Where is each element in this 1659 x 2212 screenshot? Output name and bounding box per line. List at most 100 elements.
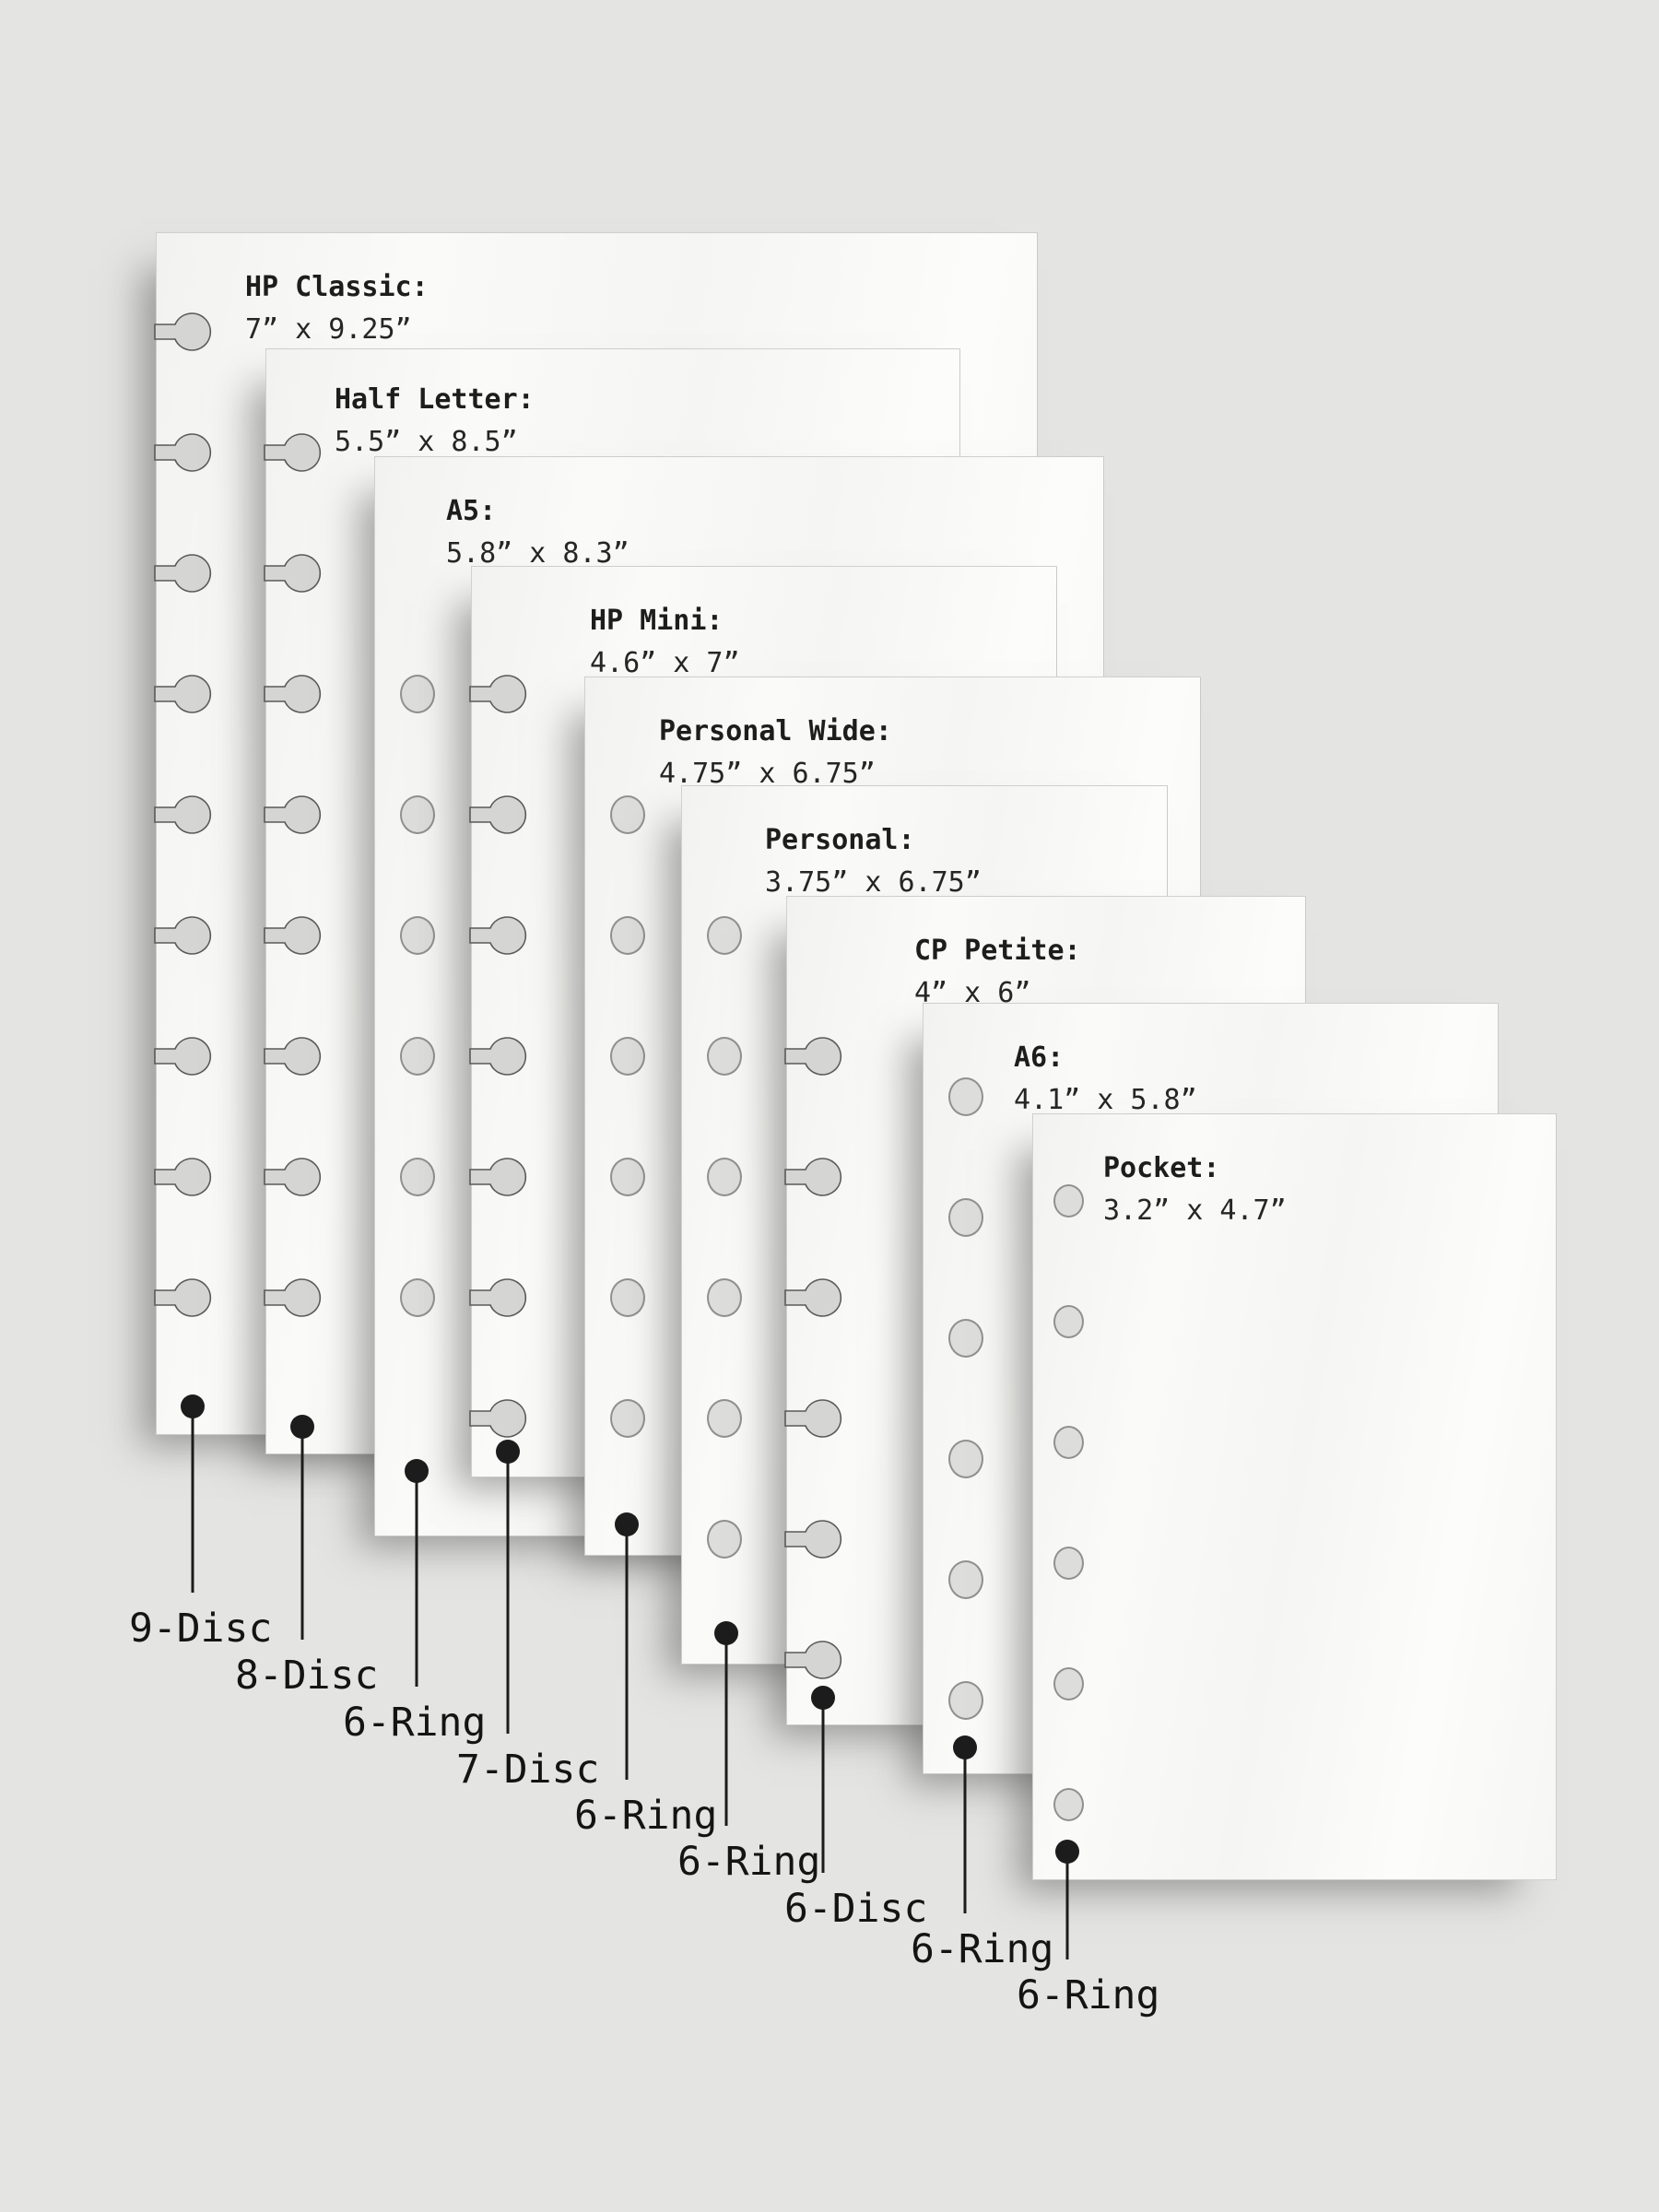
disc-punch-icon — [469, 1037, 527, 1076]
disc-punch-icon — [154, 1158, 212, 1196]
disc-punch-icon — [784, 1520, 842, 1559]
ring-hole-icon — [707, 916, 742, 955]
sheet-title: HP Classic: — [245, 271, 429, 303]
sheet-label: A6: 4.1” x 5.8” — [1014, 1037, 1197, 1122]
disc-punch-icon — [784, 1158, 842, 1196]
ring-hole-icon — [400, 1278, 435, 1317]
sheet-title: A5: — [446, 495, 497, 527]
binding-label: 7-Disc — [456, 1747, 600, 1793]
ring-hole-icon — [707, 1037, 742, 1076]
sheet-label: Pocket: 3.2” x 4.7” — [1103, 1147, 1287, 1232]
disc-punch-icon — [154, 554, 212, 593]
disc-punch-icon — [154, 312, 212, 351]
binding-label: 6-Ring — [1017, 1972, 1160, 2018]
ring-hole-icon — [610, 916, 645, 955]
ring-hole-icon — [610, 795, 645, 834]
sheet-title: A6: — [1014, 1041, 1065, 1074]
binding-label: 6-Ring — [343, 1700, 487, 1746]
sheet-title: Half Letter: — [335, 383, 535, 416]
ring-hole-icon — [1053, 1305, 1084, 1338]
callout-dot — [181, 1394, 205, 1418]
disc-punch-icon — [784, 1037, 842, 1076]
sheet-label: Personal Wide: 4.75” x 6.75” — [659, 711, 892, 795]
ring-hole-icon — [948, 1440, 983, 1478]
disc-punch-icon — [264, 433, 322, 472]
disc-punch-icon — [469, 1399, 527, 1438]
disc-punch-icon — [469, 1158, 527, 1196]
sheet-dimensions: 7” x 9.25” — [245, 313, 412, 346]
ring-hole-icon — [707, 1399, 742, 1438]
callout-dot — [1055, 1840, 1079, 1864]
callout-line — [1065, 1852, 1069, 1959]
sheet-title: Pocket: — [1103, 1152, 1220, 1184]
disc-punch-icon — [784, 1641, 842, 1679]
disc-punch-icon — [154, 916, 212, 955]
sheet-dimensions: 4.75” x 6.75” — [659, 758, 876, 790]
callout-line — [724, 1633, 728, 1826]
sheet-dimensions: 4.1” x 5.8” — [1014, 1084, 1197, 1116]
ring-hole-icon — [948, 1077, 983, 1116]
callout-line — [415, 1471, 418, 1687]
sheet-dimensions: 5.5” x 8.5” — [335, 426, 518, 458]
sheet-dimensions: 4.6” x 7” — [590, 647, 740, 679]
ring-hole-icon — [707, 1158, 742, 1196]
ring-hole-icon — [610, 1037, 645, 1076]
callout-dot — [615, 1512, 639, 1536]
ring-hole-icon — [1053, 1184, 1084, 1218]
ring-hole-icon — [948, 1560, 983, 1599]
sheet-title: HP Mini: — [590, 605, 724, 637]
callout-dot — [953, 1735, 977, 1759]
ring-hole-icon — [400, 1158, 435, 1196]
callout-dot — [405, 1459, 429, 1483]
sheet-label: HP Classic: 7” x 9.25” — [245, 266, 429, 351]
callout-line — [625, 1524, 629, 1780]
sheet-title: CP Petite: — [914, 935, 1081, 967]
disc-punch-icon — [264, 1158, 322, 1196]
sheet-label: A5: 5.8” x 8.3” — [446, 490, 629, 575]
disc-punch-icon — [264, 1278, 322, 1317]
disc-punch-icon — [154, 433, 212, 472]
ring-hole-icon — [948, 1319, 983, 1358]
sheet-label: Half Letter: 5.5” x 8.5” — [335, 379, 535, 464]
ring-hole-icon — [1053, 1667, 1084, 1700]
binding-label: 6-Ring — [677, 1839, 821, 1885]
binding-label: 9-Disc — [129, 1606, 273, 1652]
disc-punch-icon — [154, 1278, 212, 1317]
callout-line — [963, 1747, 967, 1913]
disc-punch-icon — [264, 795, 322, 834]
disc-punch-icon — [154, 795, 212, 834]
disc-punch-icon — [264, 916, 322, 955]
sheet-dimensions: 3.75” x 6.75” — [765, 866, 982, 899]
ring-hole-icon — [948, 1681, 983, 1720]
callout-dot — [496, 1440, 520, 1464]
sheet-label: Personal: 3.75” x 6.75” — [765, 819, 982, 904]
disc-punch-icon — [264, 554, 322, 593]
disc-punch-icon — [469, 1278, 527, 1317]
sheet-dimensions: 5.8” x 8.3” — [446, 537, 629, 570]
binding-label: 6-Ring — [911, 1926, 1054, 1972]
callout-line — [191, 1406, 194, 1593]
callout-dot — [290, 1415, 314, 1439]
ring-hole-icon — [707, 1278, 742, 1317]
disc-punch-icon — [469, 675, 527, 713]
sheet-label: HP Mini: 4.6” x 7” — [590, 600, 740, 685]
callout-line — [300, 1427, 304, 1640]
callout-dot — [714, 1621, 738, 1645]
callout-line — [821, 1698, 825, 1873]
disc-punch-icon — [154, 1037, 212, 1076]
ring-hole-icon — [1053, 1788, 1084, 1821]
disc-punch-icon — [264, 1037, 322, 1076]
disc-punch-icon — [784, 1399, 842, 1438]
ring-hole-icon — [610, 1158, 645, 1196]
ring-hole-icon — [400, 1037, 435, 1076]
callout-line — [506, 1452, 510, 1734]
disc-punch-icon — [264, 675, 322, 713]
disc-punch-icon — [469, 916, 527, 955]
sheet-title: Personal Wide: — [659, 715, 892, 747]
ring-hole-icon — [1053, 1547, 1084, 1580]
sheet-title: Personal: — [765, 824, 915, 856]
ring-hole-icon — [400, 916, 435, 955]
binding-label: 6-Disc — [784, 1886, 928, 1932]
ring-hole-icon — [610, 1278, 645, 1317]
